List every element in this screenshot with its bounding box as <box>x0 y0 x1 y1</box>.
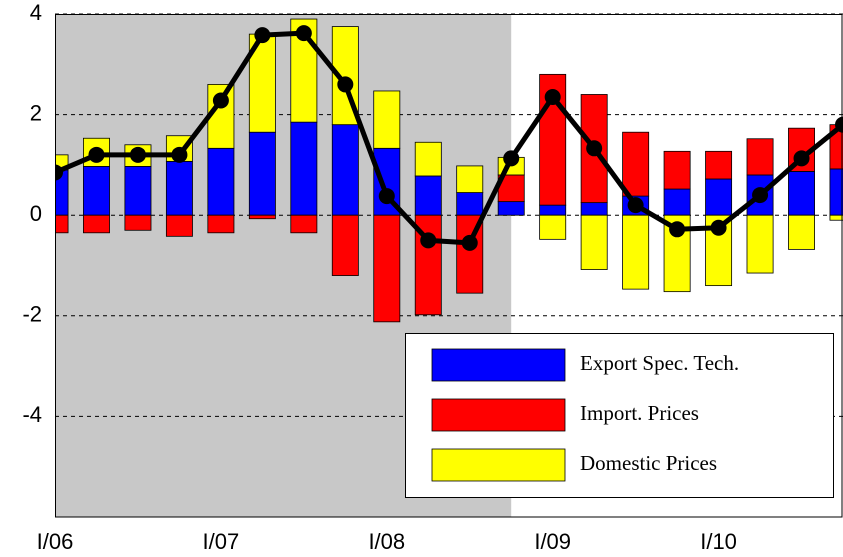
bar <box>207 147 235 216</box>
line-marker <box>669 221 686 238</box>
bar <box>539 204 567 216</box>
x-tick-label: I/09 <box>534 529 571 554</box>
legend-label: Domestic Prices <box>580 451 717 475</box>
line-marker <box>378 188 395 205</box>
y-tick-label: 4 <box>30 0 42 25</box>
line-marker <box>544 88 561 105</box>
bar <box>622 131 650 197</box>
bar <box>124 166 152 216</box>
bar <box>165 160 193 216</box>
bar <box>580 202 608 216</box>
line-marker <box>710 219 727 236</box>
line-marker <box>752 187 769 204</box>
bar <box>622 214 650 290</box>
bar <box>124 214 152 231</box>
bar <box>373 214 401 323</box>
y-tick-label: 2 <box>30 100 42 125</box>
legend-label: Export Spec. Tech. <box>580 351 739 375</box>
bar <box>705 178 733 216</box>
line-marker <box>254 27 271 44</box>
bar <box>290 214 318 234</box>
bar <box>331 214 359 276</box>
bar <box>746 138 774 176</box>
line-marker <box>420 232 437 249</box>
legend-swatch <box>431 348 566 382</box>
x-tick-label: I/10 <box>700 529 737 554</box>
line-marker <box>503 150 520 167</box>
bar <box>290 121 318 216</box>
bar <box>788 171 815 216</box>
line-marker <box>295 25 312 42</box>
bar <box>331 124 359 216</box>
bar <box>829 214 843 221</box>
bar <box>414 175 442 216</box>
line-marker <box>793 150 810 167</box>
bar <box>829 168 843 216</box>
bar <box>497 201 525 216</box>
legend: Export Spec. Tech. Import. Prices Domestic… <box>405 333 834 498</box>
legend-label: Import. Prices <box>580 401 699 425</box>
bar <box>414 141 442 177</box>
x-tick-label: I/08 <box>368 529 405 554</box>
bar <box>83 166 110 216</box>
line-marker <box>835 116 843 133</box>
plot-area <box>55 18 843 323</box>
line-marker <box>171 146 188 163</box>
line-marker <box>337 76 354 93</box>
y-tick-label: -4 <box>22 402 42 427</box>
bar <box>83 214 110 234</box>
bar <box>663 150 691 190</box>
bar <box>539 214 567 240</box>
line-marker <box>55 164 63 181</box>
line-marker <box>627 197 644 214</box>
line-marker <box>88 146 105 163</box>
x-tick-label: I/07 <box>203 529 240 554</box>
line-marker <box>461 234 478 251</box>
line-marker <box>129 146 146 163</box>
y-tick-label: -2 <box>22 302 42 327</box>
bar <box>456 165 484 193</box>
bar <box>248 214 276 220</box>
bar <box>746 214 774 274</box>
x-tick-label: I/06 <box>37 529 74 554</box>
axes-frame <box>55 14 843 518</box>
bar <box>373 90 401 149</box>
line-marker <box>212 92 229 109</box>
bar <box>248 131 276 216</box>
bar <box>663 188 691 216</box>
line-marker <box>586 140 603 157</box>
bar <box>788 214 815 250</box>
bar <box>456 192 484 216</box>
legend-swatch <box>431 448 566 482</box>
bar <box>207 214 235 234</box>
ticks: -4 -2 0 2 4 I/06 I/07 I/08 I/09 I/10 <box>22 0 736 554</box>
y-tick-label: 0 <box>30 201 42 226</box>
legend-swatch <box>431 398 566 432</box>
bar <box>705 150 733 180</box>
bar <box>580 214 608 270</box>
bar <box>165 214 193 237</box>
